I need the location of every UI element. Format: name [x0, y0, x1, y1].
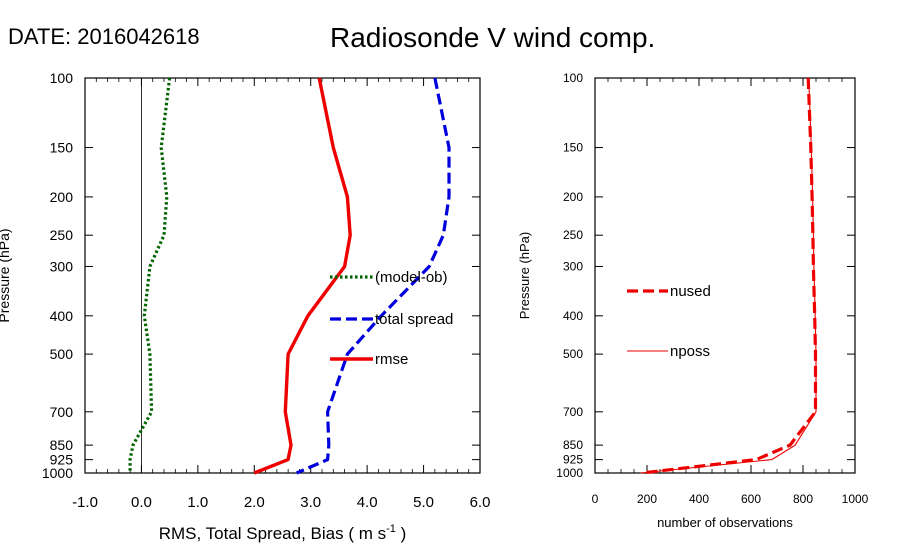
panel-left-ytick-label: 300: [50, 258, 74, 274]
panel-left-ytick-label: 1000: [42, 465, 73, 481]
xlabel-exponent: -1: [386, 523, 396, 535]
panel-left-series-total-spread: [295, 77, 451, 475]
panel-left-ytick-label: 700: [50, 404, 74, 420]
panel-right-legend-label-nposs: nposs: [670, 343, 710, 360]
panel-right-ytick-label: 700: [563, 405, 583, 419]
panel-left-ytick-label: 925: [50, 452, 74, 468]
chart-title: Radiosonde V wind comp.: [330, 22, 656, 53]
panel-right-ytick-label: 300: [563, 259, 583, 273]
panel-right-ylabel: Pressure (hPa): [517, 232, 532, 319]
panel-right-xtick-label: 200: [637, 492, 657, 506]
panel-left-ytick-label: 850: [50, 437, 74, 453]
panel-right-ytick-label: 200: [563, 190, 583, 204]
panel-right-frame: [594, 77, 856, 474]
panel-left-xtick-label: 4.0: [357, 494, 378, 511]
panel-left-xlabel: RMS, Total Spread, Bias ( m s-1 ): [159, 523, 407, 543]
panel-right-series-nposs: [640, 77, 817, 474]
panel-right-xtick-label: 800: [793, 492, 813, 506]
panel-left-legend-label-model-ob: (model-ob): [375, 269, 448, 286]
panel-left-ytick-label: 500: [50, 346, 74, 362]
panel-left-frame: [84, 77, 481, 474]
panel-right-ytick-label: 150: [563, 141, 583, 155]
panel-right-xtick-label: 1000: [842, 492, 869, 506]
panel-left-ytick-label: 200: [50, 189, 74, 205]
panel-right-ytick-label: 1000: [556, 466, 583, 480]
panel-left-xtick-label: 6.0: [470, 494, 491, 511]
panel-right-legend-label-nused: nused: [670, 283, 711, 300]
xlabel-tail: ): [396, 524, 406, 543]
panel-right-ytick-label: 100: [563, 71, 583, 85]
panel-left-ytick-label: 150: [50, 140, 74, 156]
panel-right-ytick-label: 925: [563, 453, 583, 467]
date-label: DATE: 2016042618: [8, 24, 200, 49]
panel-left-series-model-ob: [128, 77, 172, 473]
panel-left-xtick-label: 0.0: [131, 494, 152, 511]
panel-left-series-rmse: [253, 77, 352, 475]
panel-left-legend-label-rmse: rmse: [375, 351, 408, 368]
panel-right-ytick-label: 400: [563, 309, 583, 323]
panel-right-xtick-label: 400: [689, 492, 709, 506]
panel-left-ylabel: Pressure (hPa): [0, 228, 12, 322]
panel-left-xtick-label: -1.0: [72, 494, 98, 511]
panel-left-xtick-label: 5.0: [413, 494, 434, 511]
panel-left-xtick-label: 1.0: [187, 494, 208, 511]
panel-left-ytick-label: 250: [50, 227, 74, 243]
panel-left-ytick-label: 400: [50, 308, 74, 324]
xlabel-main: RMS, Total Spread, Bias ( m s: [159, 524, 386, 543]
panel-left-ytick-label: 100: [50, 70, 74, 86]
panel-right-ytick-label: 250: [563, 228, 583, 242]
panel-left-xtick-label: 3.0: [300, 494, 321, 511]
panel-left-legend-label-total-spread: total spread: [375, 311, 453, 328]
panel-right-xlabel: number of observations: [657, 515, 793, 530]
panel-right-ytick-label: 850: [563, 438, 583, 452]
panel-right-ytick-label: 500: [563, 347, 583, 361]
panel-right-xtick-label: 0: [592, 492, 599, 506]
panel-left-xtick-label: 2.0: [244, 494, 265, 511]
panel-right-xtick-label: 600: [741, 492, 761, 506]
panel-right-series-nused: [641, 77, 818, 475]
